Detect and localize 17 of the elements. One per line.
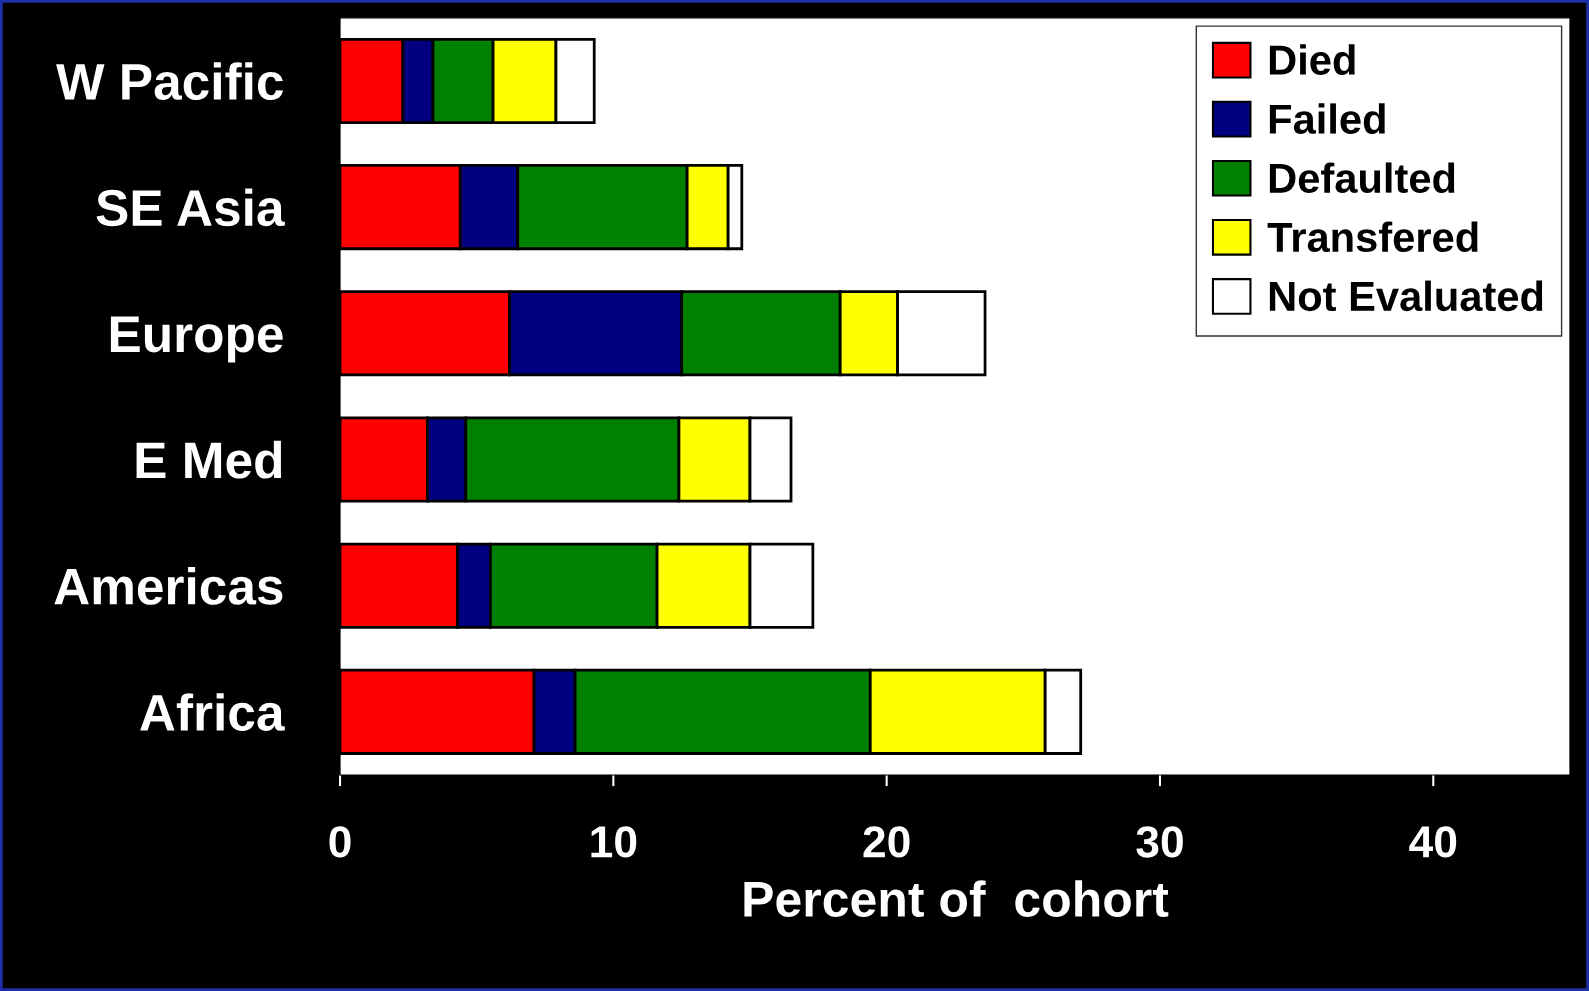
y-tick-label: E Med — [136, 440, 282, 479]
x-axis-title: Percent of cohort — [744, 880, 1169, 918]
x-tick-label: 40 — [1409, 826, 1457, 858]
x-tick-label: 30 — [1136, 826, 1183, 858]
y-tick-label: Europe — [110, 316, 283, 363]
y-tick-label: SE Asia — [96, 188, 285, 227]
y-tick-label: W Pacific — [56, 62, 283, 101]
legend-label: Defaulted — [1269, 162, 1455, 194]
legend-label: Not Evaluated — [1269, 280, 1543, 312]
legend-label: Failed — [1269, 103, 1385, 134]
x-tick-label: 0 — [329, 826, 351, 858]
y-tick-label: Africa — [140, 693, 285, 731]
x-tick-label: 20 — [863, 826, 910, 858]
legend-label: Transfered — [1267, 221, 1478, 253]
legend-label: Died — [1269, 44, 1355, 75]
x-tick-label: 10 — [591, 826, 637, 858]
y-tick-label: Americas — [54, 567, 283, 605]
